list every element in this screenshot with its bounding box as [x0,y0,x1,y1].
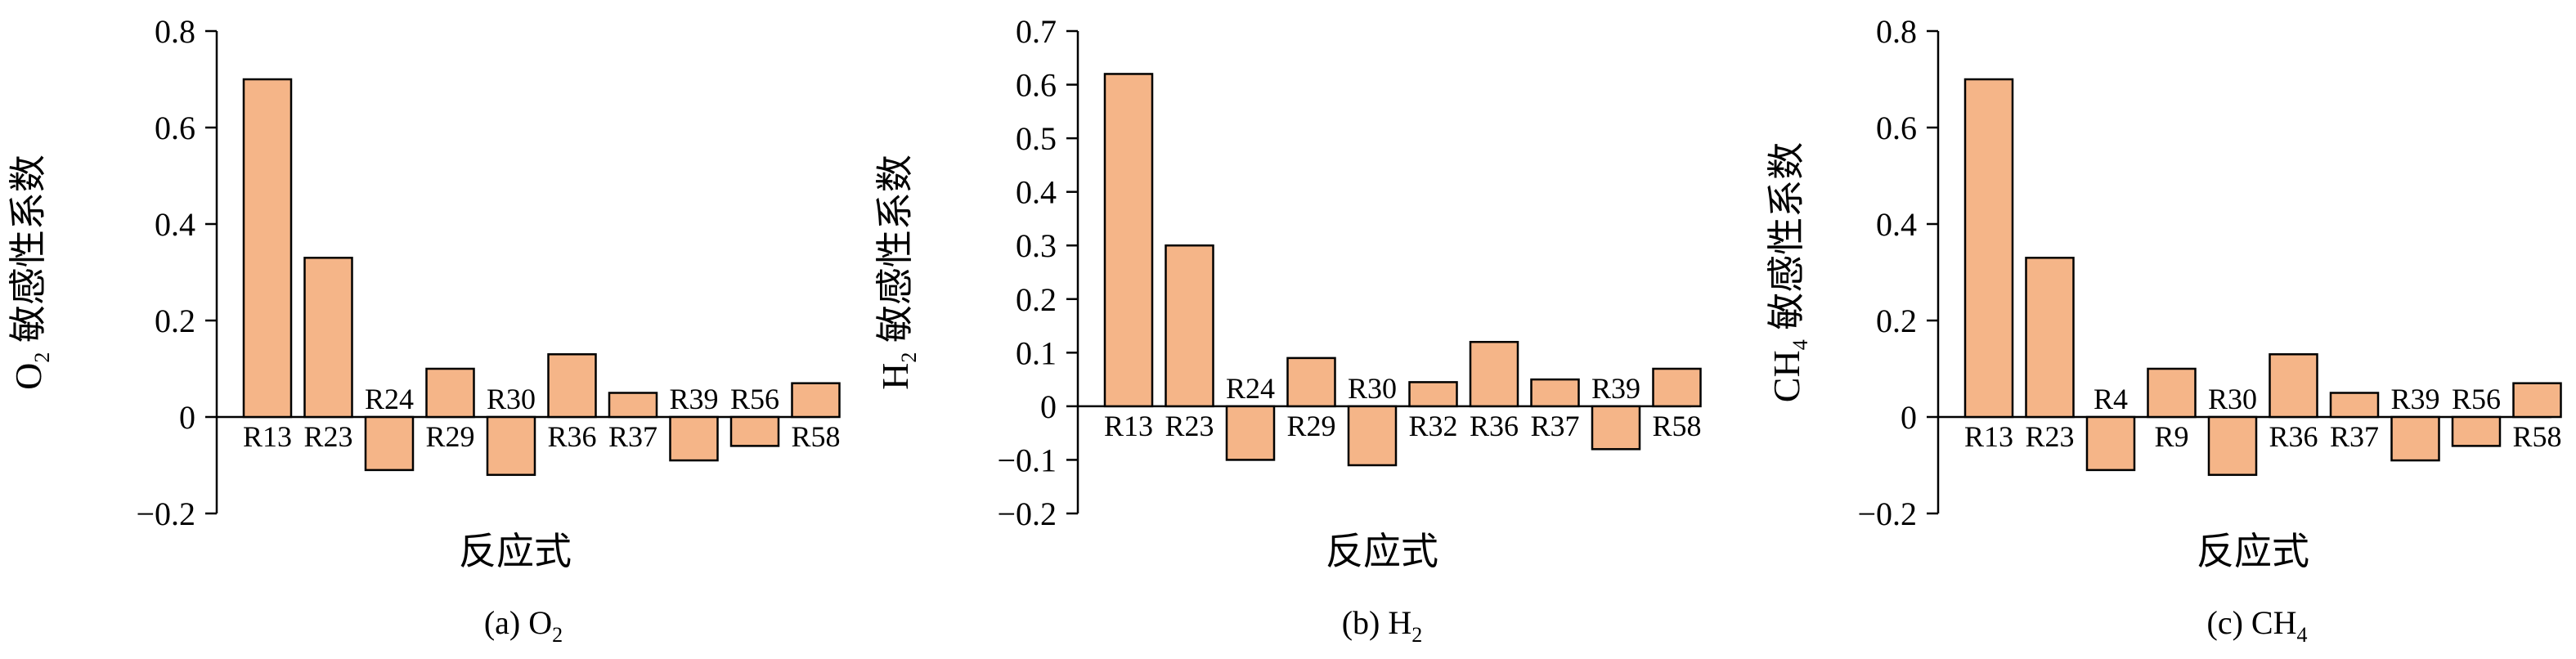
y-tick-label: 0.1 [1016,334,1057,371]
category-label: R58 [2512,420,2561,453]
y-tick-label: 0 [1901,399,1917,436]
y-axis-title: H2 敏感性系数 [874,155,921,390]
category-label: R39 [1591,372,1640,405]
category-label: R13 [1964,420,2013,453]
bar-R13 [242,78,293,419]
bar-R23 [303,257,353,419]
y-tick-label: 0.3 [1016,227,1057,264]
bar-R30 [2207,415,2258,477]
bar-R36 [1469,340,1519,408]
bar-R29 [425,367,475,419]
y-tick-label: −0.2 [136,495,195,532]
x-axis-title: 反应式 [1326,531,1438,572]
bar-R32 [1408,381,1458,408]
panel-caption: (a) O2 [484,604,563,647]
category-label: R13 [243,420,292,453]
bar-R13 [1103,73,1154,408]
category-label: R37 [608,420,657,453]
category-label: R23 [1165,410,1214,442]
y-tick-label: −0.2 [1857,495,1917,532]
category-label: R29 [425,420,474,453]
y-tick-label: 0.5 [1016,120,1057,157]
category-label: R39 [2390,383,2439,415]
y-tick-label: 0.8 [1876,13,1917,50]
bar-R13 [1963,78,2014,419]
y-tick-label: 0.4 [155,206,195,243]
panel-caption: (c) CH4 [2207,604,2308,647]
category-label: R39 [669,383,718,415]
category-label: R24 [1226,372,1275,405]
bar-R30 [1347,405,1398,467]
category-label: R58 [791,420,840,453]
bar-R37 [608,392,658,419]
y-tick-label: −0.1 [997,442,1057,478]
bar-R39 [2390,415,2440,462]
chart-panel-2: −0.2 −0.1 0 0.1 0.2 0.3 0.4 0.5 0.6 0.7 R13 R23 R24 R… [874,13,1702,647]
category-label: R29 [1286,410,1335,442]
category-label: R56 [730,383,779,415]
chart-panel-1: −0.2 0 0.2 0.4 0.6 0.8 R13 R23 R24 R29 R30 R36 R37 R3… [7,13,841,647]
y-axis-title: CH4 敏感性系数 [1766,142,1812,402]
category-label: R58 [1652,410,1701,442]
y-tick-label: 0.6 [1876,110,1917,146]
category-label: R36 [1470,410,1519,442]
category-label: R23 [303,420,352,453]
y-tick-label: 0.6 [155,110,195,146]
bar-R23 [2025,257,2075,419]
bar-R39 [669,415,719,462]
y-axis-title: O2 敏感性系数 [7,155,54,390]
bar-R23 [1165,244,1214,408]
bar-R37 [2329,392,2380,419]
y-tick-label: 0.2 [155,303,195,339]
bar-R37 [1530,378,1580,408]
y-tick-label: 0.2 [1876,303,1917,339]
category-label: R36 [547,420,596,453]
bar-R58 [1652,367,1702,408]
y-tick-label: 0.7 [1016,13,1057,50]
x-axis-title: 反应式 [459,531,572,572]
bar-R39 [1591,405,1641,451]
bar-R24 [364,415,415,472]
bar-R56 [2451,415,2502,447]
y-tick-label: 0.2 [1016,281,1057,318]
category-label: R30 [2208,383,2257,415]
category-label: R30 [487,383,536,415]
y-tick-label: 0.8 [155,13,195,50]
y-tick-label: 0.4 [1876,206,1917,243]
category-label: R13 [1104,410,1153,442]
category-label: R56 [2452,383,2501,415]
bar-R56 [729,415,780,447]
bar-R58 [791,382,841,419]
bar-R29 [1286,356,1336,408]
x-axis-title: 反应式 [2197,531,2309,572]
bar-R24 [1225,405,1276,461]
bar-R36 [2269,353,2318,419]
category-label: R36 [2269,420,2318,453]
y-tick-label: 0 [1040,388,1057,425]
bar-R9 [2147,367,2197,419]
bar-R30 [486,415,536,477]
y-tick-label: −0.2 [997,495,1057,532]
category-label: R37 [2330,420,2379,453]
bar-R4 [2085,415,2136,472]
category-label: R4 [2094,383,2128,415]
bar-R58 [2512,382,2562,419]
category-label: R30 [1348,372,1397,405]
y-tick-label: 0 [179,399,195,436]
category-label: R37 [1530,410,1579,442]
y-tick-label: 0.4 [1016,174,1057,211]
category-label: R23 [2025,420,2074,453]
category-label: R24 [365,383,414,415]
panel-caption: (b) H2 [1342,604,1423,647]
y-tick-label: 0.6 [1016,67,1057,104]
category-label: R9 [2154,420,2188,453]
bar-R36 [547,353,597,419]
chart-panel-3: −0.2 0 0.2 0.4 0.6 0.8 R13 R23 R4 R9 R30 R36 R37 R39 R… [1766,13,2562,647]
category-label: R32 [1408,410,1457,442]
